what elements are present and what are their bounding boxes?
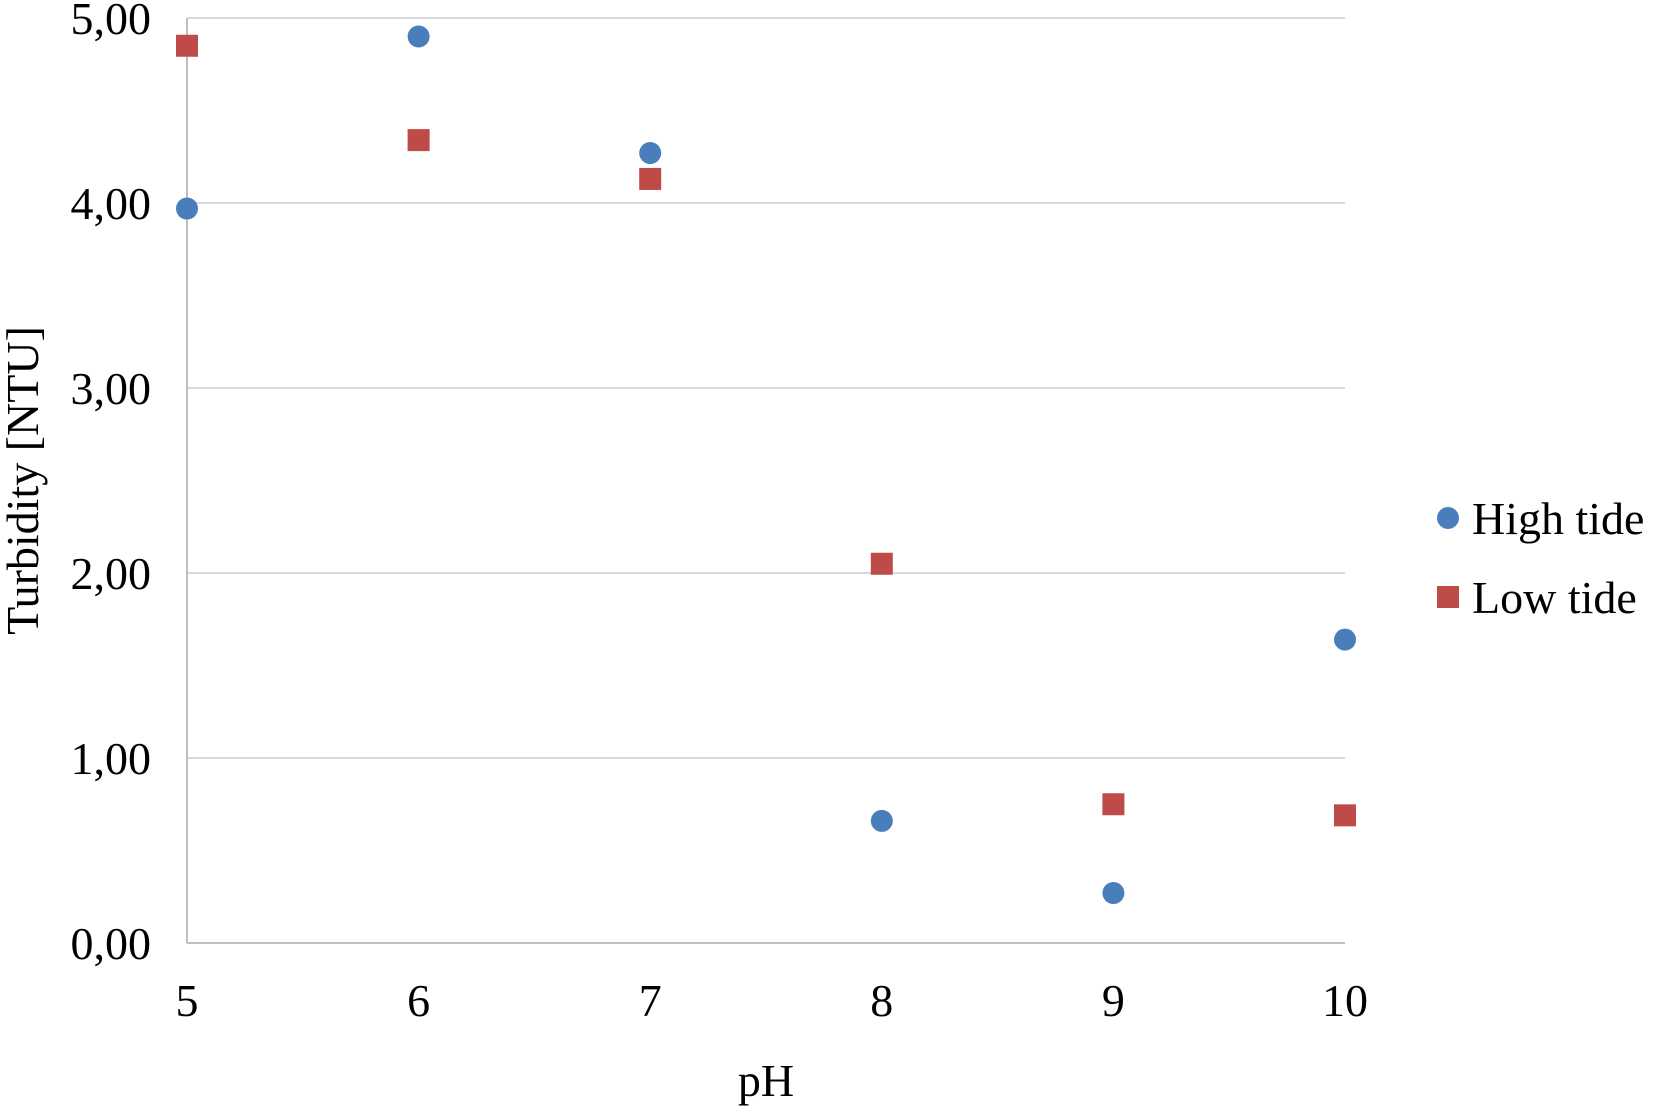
low-tide-point bbox=[870, 552, 893, 575]
y-tick-label: 1,00 bbox=[71, 733, 152, 784]
data-series bbox=[176, 25, 1356, 905]
series-low-tide bbox=[176, 34, 1356, 827]
x-tick-label: 9 bbox=[1102, 975, 1125, 1026]
y-tick-label: 2,00 bbox=[71, 548, 152, 599]
y-tick-label: 4,00 bbox=[71, 178, 152, 229]
legend-marker-low-tide bbox=[1437, 586, 1459, 608]
high-tide-point bbox=[870, 809, 893, 832]
y-axis-title: Turbidity [NTU] bbox=[0, 326, 48, 635]
y-tick-label: 3,00 bbox=[71, 363, 152, 414]
y-tick-label: 5,00 bbox=[71, 0, 152, 44]
y-tick-labels: 0,00 1,00 2,00 3,00 4,00 5,00 bbox=[71, 0, 152, 969]
high-tide-point bbox=[639, 142, 662, 165]
series-high-tide bbox=[176, 25, 1356, 905]
legend-marker-high-tide bbox=[1437, 507, 1459, 529]
high-tide-point bbox=[176, 197, 198, 220]
x-tick-labels: 5 6 7 8 9 10 bbox=[176, 975, 1369, 1026]
x-tick-label: 10 bbox=[1322, 975, 1368, 1026]
gridlines bbox=[187, 17, 1345, 759]
x-axis-title: pH bbox=[738, 1055, 794, 1106]
low-tide-point bbox=[407, 129, 430, 152]
x-tick-label: 7 bbox=[639, 975, 662, 1026]
high-tide-point bbox=[1334, 628, 1356, 651]
x-tick-label: 6 bbox=[407, 975, 430, 1026]
low-tide-point bbox=[176, 34, 198, 57]
high-tide-point bbox=[407, 25, 430, 48]
x-tick-label: 5 bbox=[176, 975, 199, 1026]
high-tide-point bbox=[1102, 882, 1125, 905]
y-tick-label: 0,00 bbox=[71, 918, 152, 969]
legend-label-low-tide: Low tide bbox=[1472, 572, 1637, 623]
low-tide-point bbox=[1102, 793, 1125, 816]
low-tide-point bbox=[1334, 804, 1356, 827]
x-tick-label: 8 bbox=[870, 975, 893, 1026]
legend: High tide Low tide bbox=[1437, 493, 1644, 623]
legend-label-high-tide: High tide bbox=[1472, 493, 1644, 544]
low-tide-point bbox=[639, 167, 662, 190]
